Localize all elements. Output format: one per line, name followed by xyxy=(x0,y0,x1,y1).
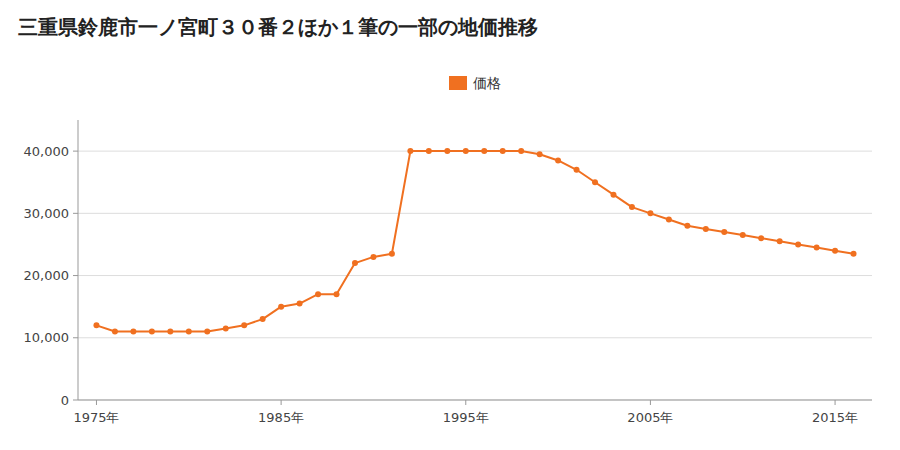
y-tick-label: 30,000 xyxy=(24,206,70,221)
x-tick xyxy=(465,400,466,405)
point xyxy=(297,301,303,307)
point xyxy=(592,179,598,185)
y-tick xyxy=(73,337,78,338)
y-tick-label: 20,000 xyxy=(24,268,70,283)
point xyxy=(186,329,192,335)
title: 三重県鈴鹿市一ノ宮町３０番２ほか１筆の一部の地価推移 xyxy=(18,15,538,39)
point xyxy=(334,291,340,297)
point xyxy=(407,148,413,154)
line xyxy=(96,151,853,331)
y-tick xyxy=(73,213,78,214)
point xyxy=(740,232,746,238)
y-tick xyxy=(73,275,78,276)
point xyxy=(241,322,247,328)
point xyxy=(758,235,764,241)
point xyxy=(777,238,783,244)
x-axis-line xyxy=(78,400,872,401)
point xyxy=(315,291,321,297)
y-tick-label: 40,000 xyxy=(24,144,70,159)
point xyxy=(204,329,210,335)
grid-line xyxy=(78,400,872,401)
x-tick-label: 1985年 xyxy=(258,410,304,425)
y-tick-label: 10,000 xyxy=(24,330,70,345)
point xyxy=(426,148,432,154)
point xyxy=(518,148,524,154)
point xyxy=(851,251,857,257)
point xyxy=(555,157,561,163)
point xyxy=(666,217,672,223)
point xyxy=(537,151,543,157)
point xyxy=(629,204,635,210)
point xyxy=(703,226,709,232)
x-axis: 1975年 1985年 1995年 2005年 2015年 xyxy=(73,400,858,425)
grid-line xyxy=(78,337,872,338)
plot-area xyxy=(93,148,856,334)
y-tick xyxy=(73,151,78,152)
x-tick-label: 1995年 xyxy=(443,410,489,425)
point xyxy=(814,245,820,251)
point xyxy=(260,316,266,322)
grid-line xyxy=(78,275,872,276)
y-tick xyxy=(73,400,78,401)
y-axis-line xyxy=(78,120,79,400)
y-axis: 0 10,000 20,000 30,000 40,000 xyxy=(24,144,873,408)
chart: 三重県鈴鹿市一ノ宮町３０番２ほか１筆の一部の地価推移 0 10,000 20,000 3… xyxy=(0,0,900,450)
legend-swatch xyxy=(449,76,467,90)
point xyxy=(684,223,690,229)
point xyxy=(149,329,155,335)
x-tick xyxy=(96,400,97,405)
point xyxy=(370,254,376,260)
x-tick xyxy=(281,400,282,405)
point xyxy=(721,229,727,235)
point xyxy=(574,167,580,173)
x-tick xyxy=(835,400,836,405)
grid-line xyxy=(78,213,872,214)
point xyxy=(167,329,173,335)
point xyxy=(352,260,358,266)
legend: 価格 xyxy=(449,75,501,91)
point xyxy=(130,329,136,335)
point xyxy=(610,192,616,198)
legend-label: 価格 xyxy=(473,75,501,91)
point xyxy=(278,304,284,310)
x-tick-label: 2005年 xyxy=(627,410,673,425)
point xyxy=(832,248,838,254)
x-tick xyxy=(650,400,651,405)
point xyxy=(444,148,450,154)
point xyxy=(112,329,118,335)
point xyxy=(647,210,653,216)
point xyxy=(463,148,469,154)
point xyxy=(389,251,395,257)
point xyxy=(223,325,229,331)
x-tick-label: 1975年 xyxy=(73,410,119,425)
y-tick-label: 0 xyxy=(61,393,69,408)
point xyxy=(500,148,506,154)
x-tick-label: 2015年 xyxy=(812,410,858,425)
point xyxy=(93,322,99,328)
point xyxy=(481,148,487,154)
point xyxy=(795,241,801,247)
